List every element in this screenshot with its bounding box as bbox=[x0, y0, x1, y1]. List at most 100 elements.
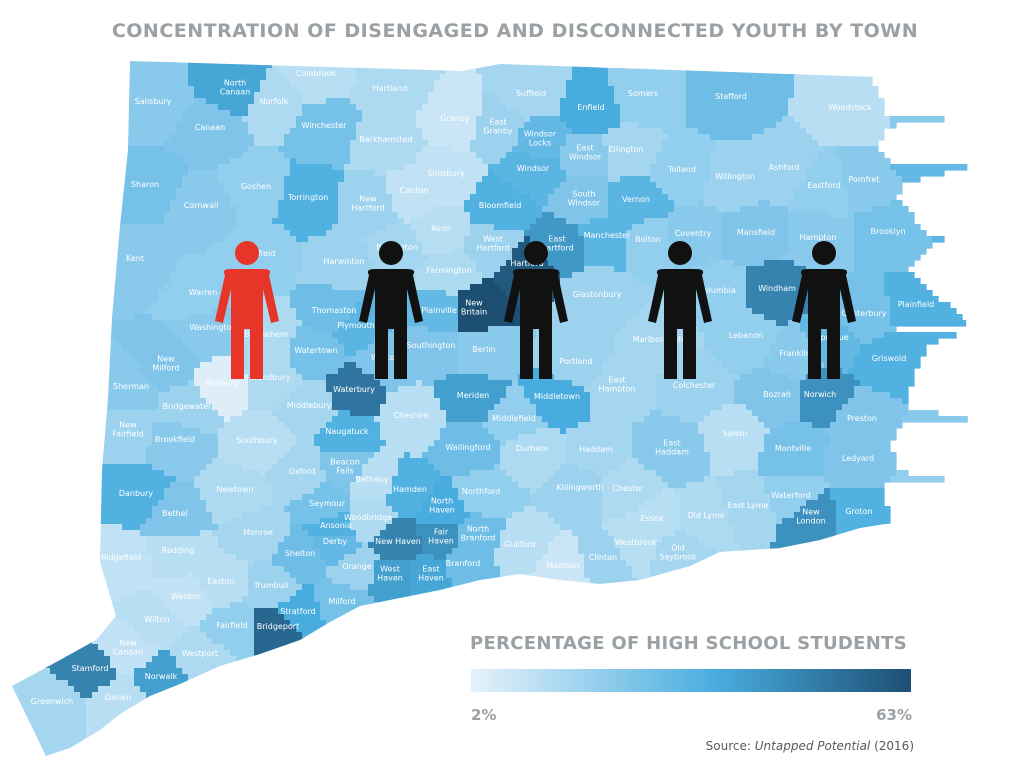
town-cell bbox=[488, 326, 537, 333]
town-cell bbox=[410, 218, 471, 225]
town-cell bbox=[398, 386, 435, 393]
town-cell bbox=[392, 518, 417, 525]
town-cell bbox=[626, 242, 675, 249]
town-cell bbox=[890, 122, 897, 129]
town-cell bbox=[260, 470, 267, 477]
town-cell bbox=[320, 650, 333, 657]
town-cell bbox=[626, 722, 657, 729]
town-cell bbox=[236, 554, 273, 561]
town-label: Hartland bbox=[373, 84, 408, 93]
town-cell bbox=[242, 512, 291, 519]
town-cell bbox=[272, 560, 327, 567]
town-cell bbox=[446, 290, 459, 297]
town-cell bbox=[656, 404, 723, 411]
town-cell bbox=[374, 548, 423, 555]
town-cell bbox=[620, 326, 699, 333]
town-cell bbox=[230, 650, 255, 657]
town-cell bbox=[134, 314, 153, 321]
town-label: Thomaston bbox=[311, 306, 357, 315]
town-cell bbox=[242, 596, 291, 603]
town-cell bbox=[788, 374, 807, 381]
town-cell bbox=[656, 386, 735, 393]
town-cell bbox=[182, 110, 231, 117]
town-cell bbox=[344, 674, 423, 681]
town-cell bbox=[800, 326, 849, 333]
town-cell bbox=[482, 656, 513, 663]
town-label: Windham bbox=[758, 284, 796, 293]
town-cell bbox=[26, 644, 99, 651]
town-cell bbox=[458, 758, 513, 765]
town-cell bbox=[458, 524, 507, 531]
town-cell bbox=[518, 374, 555, 381]
town-cell bbox=[764, 596, 849, 603]
town-cell bbox=[170, 236, 225, 243]
town-cell bbox=[764, 590, 849, 597]
town-cell bbox=[50, 212, 165, 219]
town-cell bbox=[392, 302, 459, 309]
town-cell bbox=[302, 92, 351, 99]
town-cell bbox=[740, 308, 753, 315]
town-cell bbox=[458, 494, 531, 501]
town-label: Plymouth bbox=[337, 321, 375, 330]
town-cell bbox=[860, 692, 939, 699]
town-cell bbox=[512, 608, 597, 615]
town-cell bbox=[836, 530, 897, 537]
town-cell bbox=[212, 308, 243, 315]
town-cell bbox=[494, 170, 567, 177]
town-cell bbox=[506, 392, 525, 399]
town-cell bbox=[686, 80, 795, 87]
town-cell bbox=[434, 392, 507, 399]
town-cell bbox=[614, 86, 687, 93]
town-cell bbox=[836, 536, 897, 543]
town-cell bbox=[434, 464, 495, 471]
town-label: Goshen bbox=[241, 182, 271, 191]
town-cell bbox=[350, 686, 429, 693]
town-cell bbox=[542, 308, 639, 315]
town-cell bbox=[806, 170, 843, 177]
town-cell bbox=[308, 236, 363, 243]
legend-title: PERCENTAGE OF HIGH SCHOOL STUDENTS bbox=[470, 633, 907, 654]
town-cell bbox=[848, 212, 855, 219]
town-cell bbox=[512, 614, 597, 621]
town-cell bbox=[302, 98, 327, 105]
town-cell bbox=[788, 98, 885, 105]
town-cell bbox=[410, 572, 447, 579]
town-cell bbox=[290, 620, 327, 627]
town-cell bbox=[422, 212, 471, 219]
town-cell bbox=[650, 566, 747, 573]
town-label: Hampton bbox=[800, 233, 837, 242]
town-cell bbox=[602, 476, 663, 483]
town-cell bbox=[770, 560, 843, 567]
town-cell bbox=[194, 350, 237, 357]
town-cell bbox=[572, 530, 609, 537]
town-cell bbox=[668, 128, 699, 135]
town-cell bbox=[332, 650, 411, 657]
town-cell bbox=[12, 398, 159, 405]
town-cell bbox=[848, 626, 921, 633]
town-cell bbox=[302, 584, 315, 591]
town-cell bbox=[836, 410, 909, 417]
town-cell bbox=[854, 242, 933, 249]
town-cell bbox=[338, 200, 393, 207]
town-cell bbox=[584, 386, 657, 393]
town-cell bbox=[302, 248, 369, 255]
town-cell bbox=[230, 110, 249, 117]
town-cell bbox=[248, 590, 297, 597]
town-cell bbox=[512, 728, 627, 735]
town-cell bbox=[512, 692, 621, 699]
town-label: Granby bbox=[440, 114, 470, 123]
town-cell bbox=[134, 590, 153, 597]
town-cell bbox=[242, 368, 297, 375]
town-cell bbox=[12, 704, 87, 711]
town-cell bbox=[374, 566, 411, 573]
town-cell bbox=[590, 218, 627, 225]
town-cell bbox=[326, 566, 375, 573]
town-cell bbox=[554, 290, 657, 297]
town-cell bbox=[458, 590, 507, 597]
town-cell bbox=[338, 194, 393, 201]
town-cell bbox=[290, 428, 321, 435]
town-cell bbox=[626, 320, 693, 327]
town-cell bbox=[854, 212, 915, 219]
town-cell bbox=[356, 476, 393, 483]
town-label: Bethel bbox=[162, 509, 188, 518]
